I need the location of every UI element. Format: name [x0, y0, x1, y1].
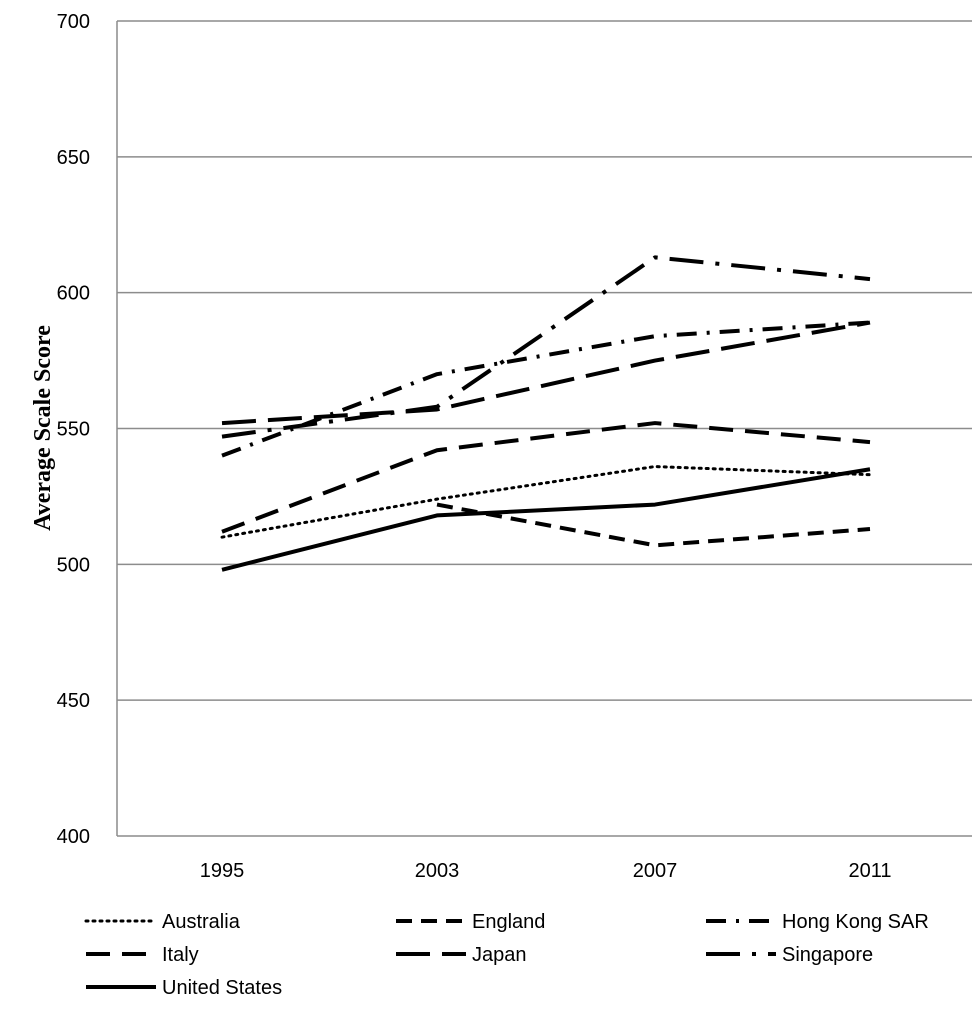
- legend-item-england: England: [396, 911, 545, 933]
- legend-item-singapore: Singapore: [706, 944, 873, 966]
- y-axis-label: Average Scale Score: [30, 325, 56, 531]
- legend: Australia England Hong Kong SAR Italy Japan S…: [84, 911, 929, 999]
- series-line-japan: [221, 320, 871, 426]
- x-tick-label-2007: 2007: [633, 860, 678, 882]
- legend-item-united-states: United States: [86, 977, 282, 999]
- y-tick-label-450: 450: [57, 690, 90, 712]
- series-line-england: [436, 502, 871, 548]
- legend-item-hong-kong-sar: Hong Kong SAR: [706, 911, 929, 933]
- legend-item-japan: Japan: [396, 944, 527, 966]
- y-tick-labels: 400 450 500 550 600 650 700: [57, 11, 90, 848]
- y-tick-label-500: 500: [57, 554, 90, 576]
- legend-label-england: England: [472, 911, 545, 933]
- series-line-singapore: [221, 255, 871, 439]
- series-lines: [220, 255, 872, 572]
- y-tick-label-600: 600: [57, 283, 90, 305]
- x-tick-label-2003: 2003: [415, 860, 460, 882]
- legend-label-hong-kong-sar: Hong Kong SAR: [782, 911, 929, 933]
- y-tick-label-700: 700: [57, 11, 90, 33]
- legend-label-japan: Japan: [472, 944, 527, 966]
- series-line-united-states: [221, 467, 871, 572]
- legend-label-united-states: United States: [162, 977, 282, 999]
- legend-item-australia: Australia: [84, 911, 241, 933]
- series-line-australia: [220, 465, 872, 539]
- legend-label-australia: Australia: [162, 911, 241, 933]
- legend-label-italy: Italy: [162, 944, 199, 966]
- x-tick-label-1995: 1995: [200, 860, 245, 882]
- series-line-italy: [221, 421, 871, 534]
- legend-label-singapore: Singapore: [782, 944, 873, 966]
- y-tick-label-400: 400: [57, 826, 90, 848]
- y-tick-label-650: 650: [57, 147, 90, 169]
- legend-item-italy: Italy: [86, 944, 199, 966]
- y-tick-label-550: 550: [57, 419, 90, 441]
- axes: [116, 21, 972, 837]
- gridlines: [117, 20, 972, 701]
- x-tick-label-2011: 2011: [848, 860, 891, 882]
- x-tick-labels: 1995 2003 2007 2011: [200, 860, 892, 882]
